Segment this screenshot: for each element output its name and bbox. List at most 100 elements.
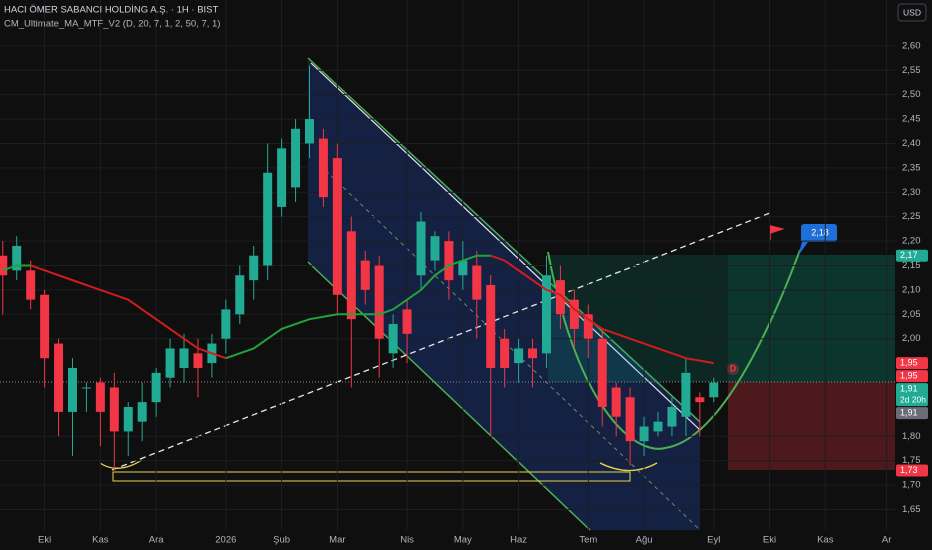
y-tick-label: 1,80 — [902, 431, 921, 442]
candle-body — [81, 387, 91, 389]
ma-line — [490, 254, 714, 365]
candle-body — [109, 387, 119, 432]
axis-bg — [895, 0, 932, 550]
profit-zone — [728, 255, 895, 382]
support-box — [112, 471, 631, 482]
ma-line — [225, 254, 491, 360]
x-tick-label: Ara — [149, 535, 165, 546]
candle-body — [625, 397, 635, 442]
price-badge-label: 1,95 — [900, 357, 918, 367]
candle-body — [249, 255, 259, 281]
channel-inner — [310, 62, 701, 431]
price-badge-label: 1,73 — [900, 465, 918, 475]
candle-body — [346, 231, 356, 320]
candle-body — [360, 260, 370, 290]
x-tick-label: Eki — [38, 535, 51, 546]
candle-body — [416, 221, 426, 276]
candle-body — [0, 255, 8, 276]
candle-body — [137, 402, 147, 422]
x-tick-label: Mar — [329, 535, 345, 546]
candle-body — [458, 260, 468, 276]
candle-body — [235, 275, 245, 315]
candle-body — [179, 348, 189, 368]
candle-body — [277, 148, 287, 207]
candle-body — [430, 236, 440, 261]
y-tick-label: 2,25 — [902, 211, 921, 222]
candle-body — [667, 407, 677, 427]
cup-curve — [547, 249, 801, 450]
price-badge — [896, 464, 928, 477]
candle-body — [40, 294, 50, 359]
candle-body — [555, 280, 565, 315]
candle-body — [263, 172, 273, 266]
series — [0, 0, 895, 530]
y-tick-label: 2,05 — [902, 309, 921, 320]
candle-body — [374, 265, 384, 339]
candle-body — [67, 367, 77, 412]
y-tick-label: 2,35 — [902, 162, 921, 173]
y-tick-label: 2,20 — [902, 236, 921, 247]
price-badge — [896, 407, 928, 420]
price-badge — [896, 357, 928, 370]
x-tick-label: Eki — [763, 535, 776, 546]
candle-body — [221, 309, 231, 339]
stop-zone — [728, 382, 895, 470]
y-tick-label: 2,00 — [902, 333, 921, 344]
candle-body — [291, 128, 301, 188]
countdown: 2d 20h — [900, 394, 926, 404]
candle-body — [681, 372, 691, 417]
y-tick-label: 2,55 — [902, 65, 921, 76]
candle-body — [514, 348, 524, 364]
candle-body — [653, 421, 663, 432]
candle-body — [54, 343, 64, 412]
x-tick-label: 2026 — [215, 535, 236, 546]
x-tick-label: Kas — [92, 535, 109, 546]
x-tick-label: Kas — [817, 535, 834, 546]
y-tick-label: 2,40 — [902, 138, 921, 149]
y-tick-label: 1,65 — [902, 504, 921, 515]
currency[interactable]: USD — [903, 7, 921, 17]
candle-body — [695, 397, 705, 403]
x-tick-label: Haz — [510, 535, 527, 546]
currency-box[interactable] — [897, 3, 927, 22]
candle-body — [597, 338, 607, 408]
ma-line — [2, 264, 31, 272]
y-tick-label: 2,30 — [902, 187, 921, 198]
candle-body — [123, 407, 133, 432]
candle-body — [26, 270, 36, 300]
candle-body — [541, 275, 551, 354]
candle-body — [569, 299, 579, 329]
ma-marker: D — [730, 363, 737, 373]
y-tick-label: 2,60 — [902, 40, 921, 51]
candle-body — [318, 138, 328, 198]
candle-body — [388, 324, 398, 354]
candle-body — [151, 372, 161, 403]
candle-body — [472, 265, 482, 300]
candle-body — [402, 309, 412, 334]
price-badge — [896, 370, 928, 383]
price-badge-label: 1,91 — [900, 383, 918, 393]
candle-body — [611, 387, 621, 417]
flag — [769, 225, 785, 240]
price-badge — [896, 249, 928, 262]
x-tick-label: May — [454, 535, 472, 546]
x-tick-label: Eyl — [707, 535, 720, 546]
candle-body — [500, 338, 510, 368]
candle-body — [583, 314, 593, 339]
candle-body — [304, 119, 314, 144]
ma-line — [30, 264, 227, 360]
candle-body — [444, 241, 454, 281]
candle-body — [165, 348, 175, 378]
y-tick-label: 2,50 — [902, 89, 921, 100]
candle-body — [95, 382, 105, 412]
y-tick-label: 2,15 — [902, 260, 921, 271]
x-tick-label: Ar — [882, 535, 892, 546]
y-tick-label: 2,45 — [902, 114, 921, 125]
y-tick-label: 1,70 — [902, 480, 921, 491]
candle-body — [332, 158, 342, 295]
x-tick-label: Ağu — [636, 535, 653, 546]
bracket — [99, 459, 658, 472]
candle-body — [12, 245, 22, 271]
candle-body — [486, 285, 496, 368]
